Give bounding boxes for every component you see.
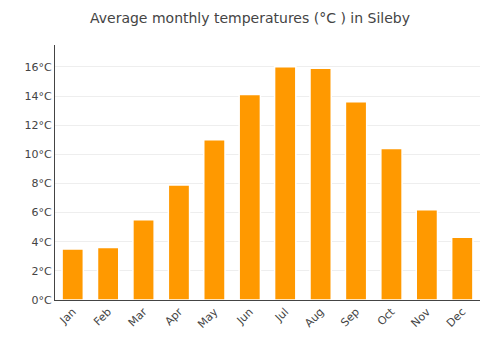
svg-text:Feb: Feb [91,306,114,329]
svg-text:Apr: Apr [162,305,185,328]
svg-text:10°C: 10°C [25,148,52,161]
svg-text:8°C: 8°C [32,177,52,190]
svg-text:Mar: Mar [126,305,150,329]
svg-text:Nov: Nov [409,305,434,330]
svg-text:Average monthly temperatures (: Average monthly temperatures (°C ) in Si… [90,10,410,26]
svg-text:Jun: Jun [234,305,256,327]
svg-text:14°C: 14°C [25,90,52,103]
svg-text:Dec: Dec [444,306,468,330]
svg-text:4°C: 4°C [32,236,52,249]
svg-text:Oct: Oct [375,305,398,328]
svg-text:Aug: Aug [302,306,326,330]
svg-text:May: May [195,305,221,331]
svg-text:12°C: 12°C [25,119,52,132]
svg-text:6°C: 6°C [32,206,52,219]
svg-text:Sep: Sep [338,306,362,330]
svg-text:Jul: Jul [272,306,291,325]
svg-text:0°C: 0°C [32,294,52,307]
svg-text:2°C: 2°C [32,265,52,278]
svg-text:Jan: Jan [57,306,79,328]
svg-text:16°C: 16°C [25,61,52,74]
